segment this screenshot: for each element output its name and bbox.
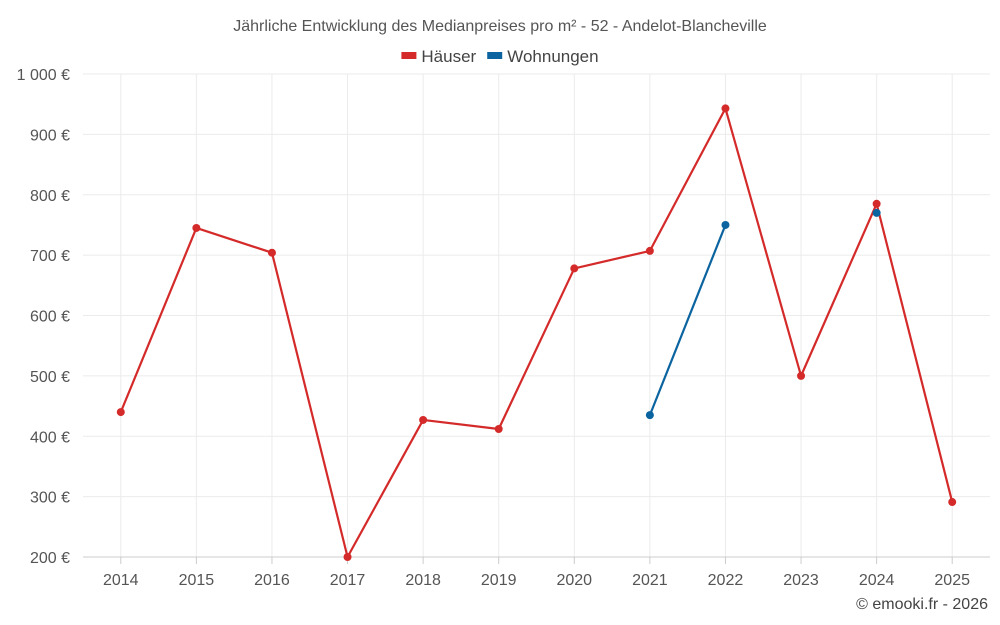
grid	[83, 73, 990, 557]
series-line-h-user	[119, 107, 954, 559]
y-tick-label: 200 €	[30, 550, 70, 567]
y-tick-label: 400 €	[30, 429, 70, 446]
data-point-h-user	[116, 408, 125, 417]
x-tick-label: 2015	[179, 572, 215, 589]
x-tick-label: 2022	[708, 572, 744, 589]
chart-title: Jährliche Entwicklung des Medianpreises …	[233, 18, 767, 35]
data-point-h-user	[645, 246, 654, 255]
y-tick-label: 700 €	[30, 248, 70, 265]
x-tick-label: 2020	[556, 572, 592, 589]
x-tick-label: 2024	[859, 572, 895, 589]
data-point-wohnungen	[645, 411, 654, 420]
axes: 200 € 300 € 400 € 500 € 600 € 700 € 800 € 900 €…	[17, 67, 990, 589]
y-tick-label: 1 000 €	[17, 67, 70, 84]
data-point-wohnungen	[721, 220, 730, 229]
legend: Häuser Wohnungen	[401, 47, 599, 66]
data-point-wohnungen	[872, 208, 881, 217]
x-tick-label: 2021	[632, 572, 668, 589]
legend-swatch-h-user	[401, 52, 417, 59]
y-tick-label: 500 €	[30, 369, 70, 386]
y-tick-label: 300 €	[30, 490, 70, 507]
series-layer	[116, 104, 957, 561]
x-tick-label: 2016	[254, 572, 290, 589]
legend-item-wohnungen: Wohnungen	[487, 47, 599, 66]
credit-text: © emooki.fr - 2026	[856, 596, 988, 613]
data-point-h-user	[948, 498, 957, 507]
legend-label-wohnungen: Wohnungen	[507, 47, 598, 66]
series-h-user	[116, 104, 957, 561]
x-tick-label: 2014	[103, 572, 139, 589]
data-point-h-user	[419, 415, 428, 424]
legend-item-h-user: Häuser	[401, 47, 477, 66]
legend-label-h-user: Häuser	[421, 47, 476, 66]
data-point-h-user	[494, 425, 503, 434]
data-point-h-user	[797, 371, 806, 380]
series-wohnungen	[645, 208, 881, 420]
legend-swatch-wohnungen	[487, 52, 503, 59]
x-tick-label: 2017	[330, 572, 366, 589]
data-point-h-user	[570, 264, 579, 273]
x-tick-label: 2019	[481, 572, 517, 589]
y-tick-label: 800 €	[30, 188, 70, 205]
x-tick-label: 2018	[405, 572, 441, 589]
x-tick-label: 2023	[783, 572, 819, 589]
y-tick-label: 900 €	[30, 127, 70, 144]
data-point-h-user	[872, 199, 881, 208]
y-tick-label: 600 €	[30, 309, 70, 326]
data-point-h-user	[192, 223, 201, 232]
x-tick-label: 2025	[934, 572, 970, 589]
data-point-h-user	[343, 553, 352, 561]
data-point-h-user	[721, 104, 730, 113]
series-line-wohnungen	[648, 223, 727, 417]
data-point-h-user	[267, 248, 276, 257]
